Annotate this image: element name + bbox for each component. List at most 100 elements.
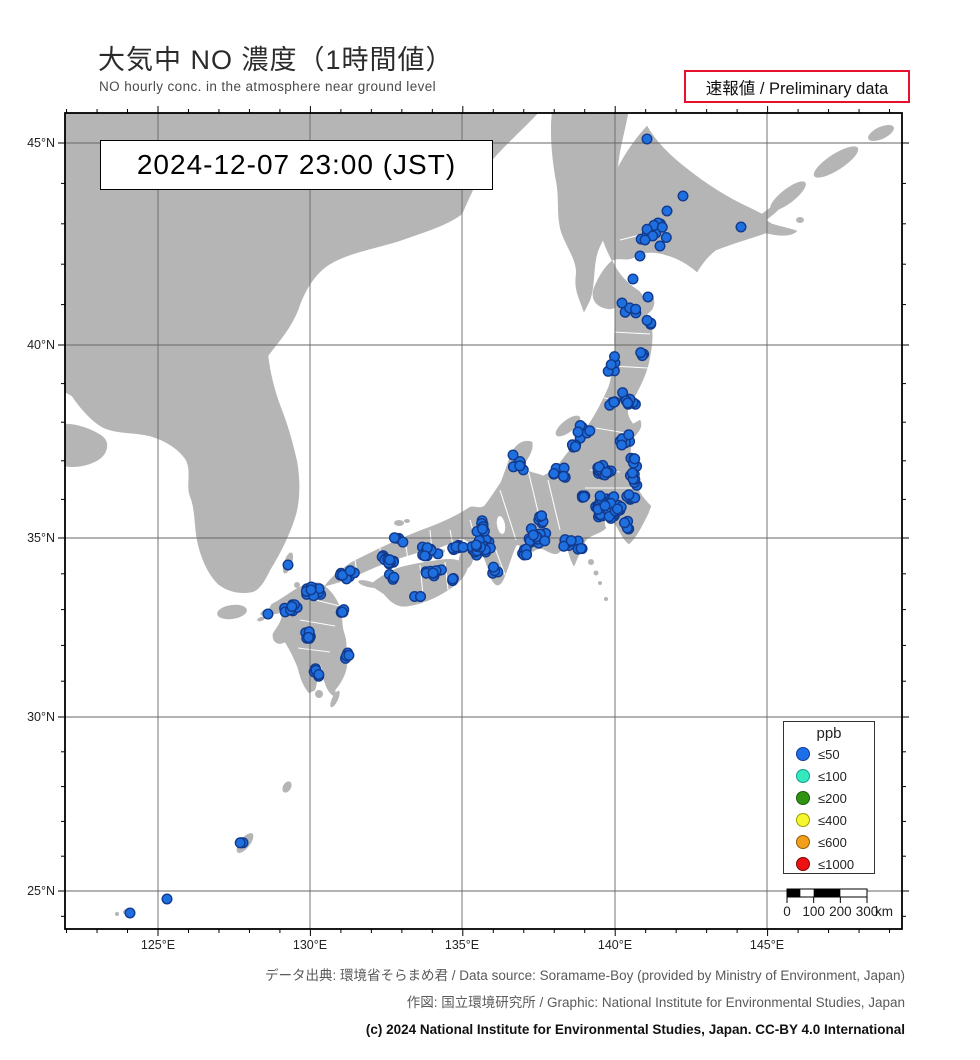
island — [555, 415, 581, 437]
scale-bar-segment — [787, 889, 801, 897]
lon-axis-label: 130°E — [293, 938, 327, 952]
prefecture-border — [314, 599, 341, 607]
station-dot — [641, 314, 653, 326]
island — [394, 520, 404, 526]
lake-biwa — [496, 516, 506, 534]
station-dot — [161, 893, 173, 905]
prefecture-border — [299, 619, 336, 627]
island — [257, 616, 265, 622]
station-dot — [623, 489, 635, 501]
station-dot — [599, 500, 611, 512]
landmass — [64, 112, 539, 593]
legend-entry: ≤600 — [784, 831, 874, 853]
station-dot — [558, 470, 570, 482]
legend-entry: ≤100 — [784, 765, 874, 787]
station-dot — [427, 567, 439, 579]
lon-axis-label: 140°E — [598, 938, 632, 952]
station-dot — [629, 453, 641, 465]
station-dot — [623, 429, 635, 441]
legend-entry: ≤1000 — [784, 853, 874, 875]
legend-dot-icon — [796, 747, 810, 761]
island — [604, 597, 608, 601]
station-dot — [619, 517, 631, 529]
station-dot — [661, 205, 673, 217]
station-dot — [634, 250, 646, 262]
station-dot — [282, 559, 294, 571]
island — [598, 581, 602, 585]
island — [282, 781, 292, 793]
legend-dot-icon — [796, 857, 810, 871]
station-dot — [630, 303, 642, 315]
station-dot — [477, 523, 489, 535]
station-dot — [575, 543, 587, 555]
station-dot — [616, 297, 628, 309]
station-dot — [605, 359, 617, 371]
island — [358, 580, 378, 588]
station-dot — [641, 133, 653, 145]
station-dot — [415, 591, 427, 603]
station-dot — [419, 550, 431, 562]
preliminary-data-badge: 速報値 / Preliminary data — [684, 70, 910, 103]
station-dot — [608, 396, 620, 408]
legend-entry-label: ≤100 — [818, 768, 847, 784]
scale-bar-label: 300 — [856, 904, 879, 919]
station-dot — [548, 468, 560, 480]
legend-entry-label: ≤1000 — [818, 856, 855, 872]
legend-entry: ≤200 — [784, 787, 874, 809]
lon-axis-label: 135°E — [445, 938, 479, 952]
island — [217, 604, 247, 620]
station-dot — [124, 907, 136, 919]
legend-entry: ≤400 — [784, 809, 874, 831]
island — [770, 181, 806, 211]
station-dot — [626, 467, 638, 479]
station-dot — [336, 606, 348, 618]
lat-axis-label: 35°N — [27, 531, 55, 545]
station-dot — [569, 441, 581, 453]
station-dot — [457, 541, 469, 553]
station-dot — [514, 460, 526, 472]
station-dot — [656, 221, 668, 233]
station-dot — [593, 461, 605, 473]
island — [588, 559, 594, 565]
station-dot — [594, 490, 606, 502]
island — [404, 519, 410, 523]
island — [813, 146, 859, 178]
station-dot — [622, 397, 634, 409]
station-dot-layer — [124, 133, 747, 919]
station-dot — [578, 491, 590, 503]
island — [868, 124, 894, 142]
prefecture-border — [297, 647, 331, 653]
station-dot — [397, 536, 409, 548]
station-dot — [612, 503, 624, 515]
lon-axis-label: 145°E — [750, 938, 784, 952]
station-dot — [313, 669, 325, 681]
station-dot — [521, 549, 533, 561]
legend-dot-icon — [796, 769, 810, 783]
legend-dot-icon — [796, 835, 810, 849]
legend-entry-label: ≤600 — [818, 834, 847, 850]
station-dot — [660, 231, 672, 243]
scale-bar-label: 200 — [829, 904, 852, 919]
station-dot — [572, 426, 584, 438]
island — [330, 690, 340, 708]
prefecture-border — [499, 489, 517, 541]
prefecture-border — [612, 331, 651, 335]
lat-axis-label: 40°N — [27, 338, 55, 352]
legend-box: ppb ≤50 ≤100 ≤200 ≤400 ≤600 ≤1000 — [783, 721, 875, 874]
prefecture-border — [547, 479, 561, 531]
island — [115, 912, 119, 916]
station-dot — [558, 540, 570, 552]
station-dot — [735, 221, 747, 233]
station-dot — [470, 539, 482, 551]
station-dot — [507, 449, 519, 461]
page-title: 大気中 NO 濃度（1時間値） — [98, 45, 454, 75]
legend-title: ppb — [816, 725, 842, 742]
station-dot — [388, 532, 400, 544]
station-dot — [343, 649, 355, 661]
station-dot — [286, 601, 298, 613]
page-subtitle: NO hourly conc. in the atmosphere near g… — [99, 79, 437, 94]
graphic-credit-line: 作図: 国立環境研究所 / Graphic: National Institut… — [406, 995, 905, 1010]
legend-entry: ≤50 — [784, 743, 874, 765]
station-dot — [488, 561, 500, 573]
